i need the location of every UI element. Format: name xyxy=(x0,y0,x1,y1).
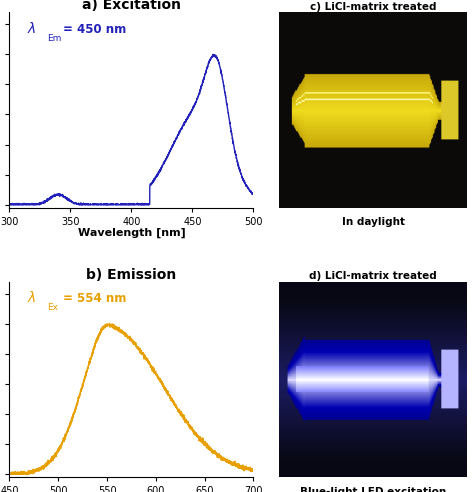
Text: Em: Em xyxy=(47,33,62,43)
X-axis label: Wavelength [nm]: Wavelength [nm] xyxy=(78,228,185,238)
Title: b) Emission: b) Emission xyxy=(86,268,176,282)
Text: Blue-light LED excitation: Blue-light LED excitation xyxy=(300,487,446,492)
Text: $\lambda$: $\lambda$ xyxy=(27,21,36,36)
Text: = 450 nm: = 450 nm xyxy=(63,23,127,36)
Text: $\lambda$: $\lambda$ xyxy=(27,290,36,306)
Text: = 554 nm: = 554 nm xyxy=(63,292,127,306)
Title: a) Excitation: a) Excitation xyxy=(82,0,181,12)
Title: c) LiCl-matrix treated: c) LiCl-matrix treated xyxy=(310,1,437,11)
Text: In daylight: In daylight xyxy=(342,217,405,227)
Text: Ex: Ex xyxy=(47,303,58,312)
Title: d) LiCl-matrix treated: d) LiCl-matrix treated xyxy=(309,271,437,281)
